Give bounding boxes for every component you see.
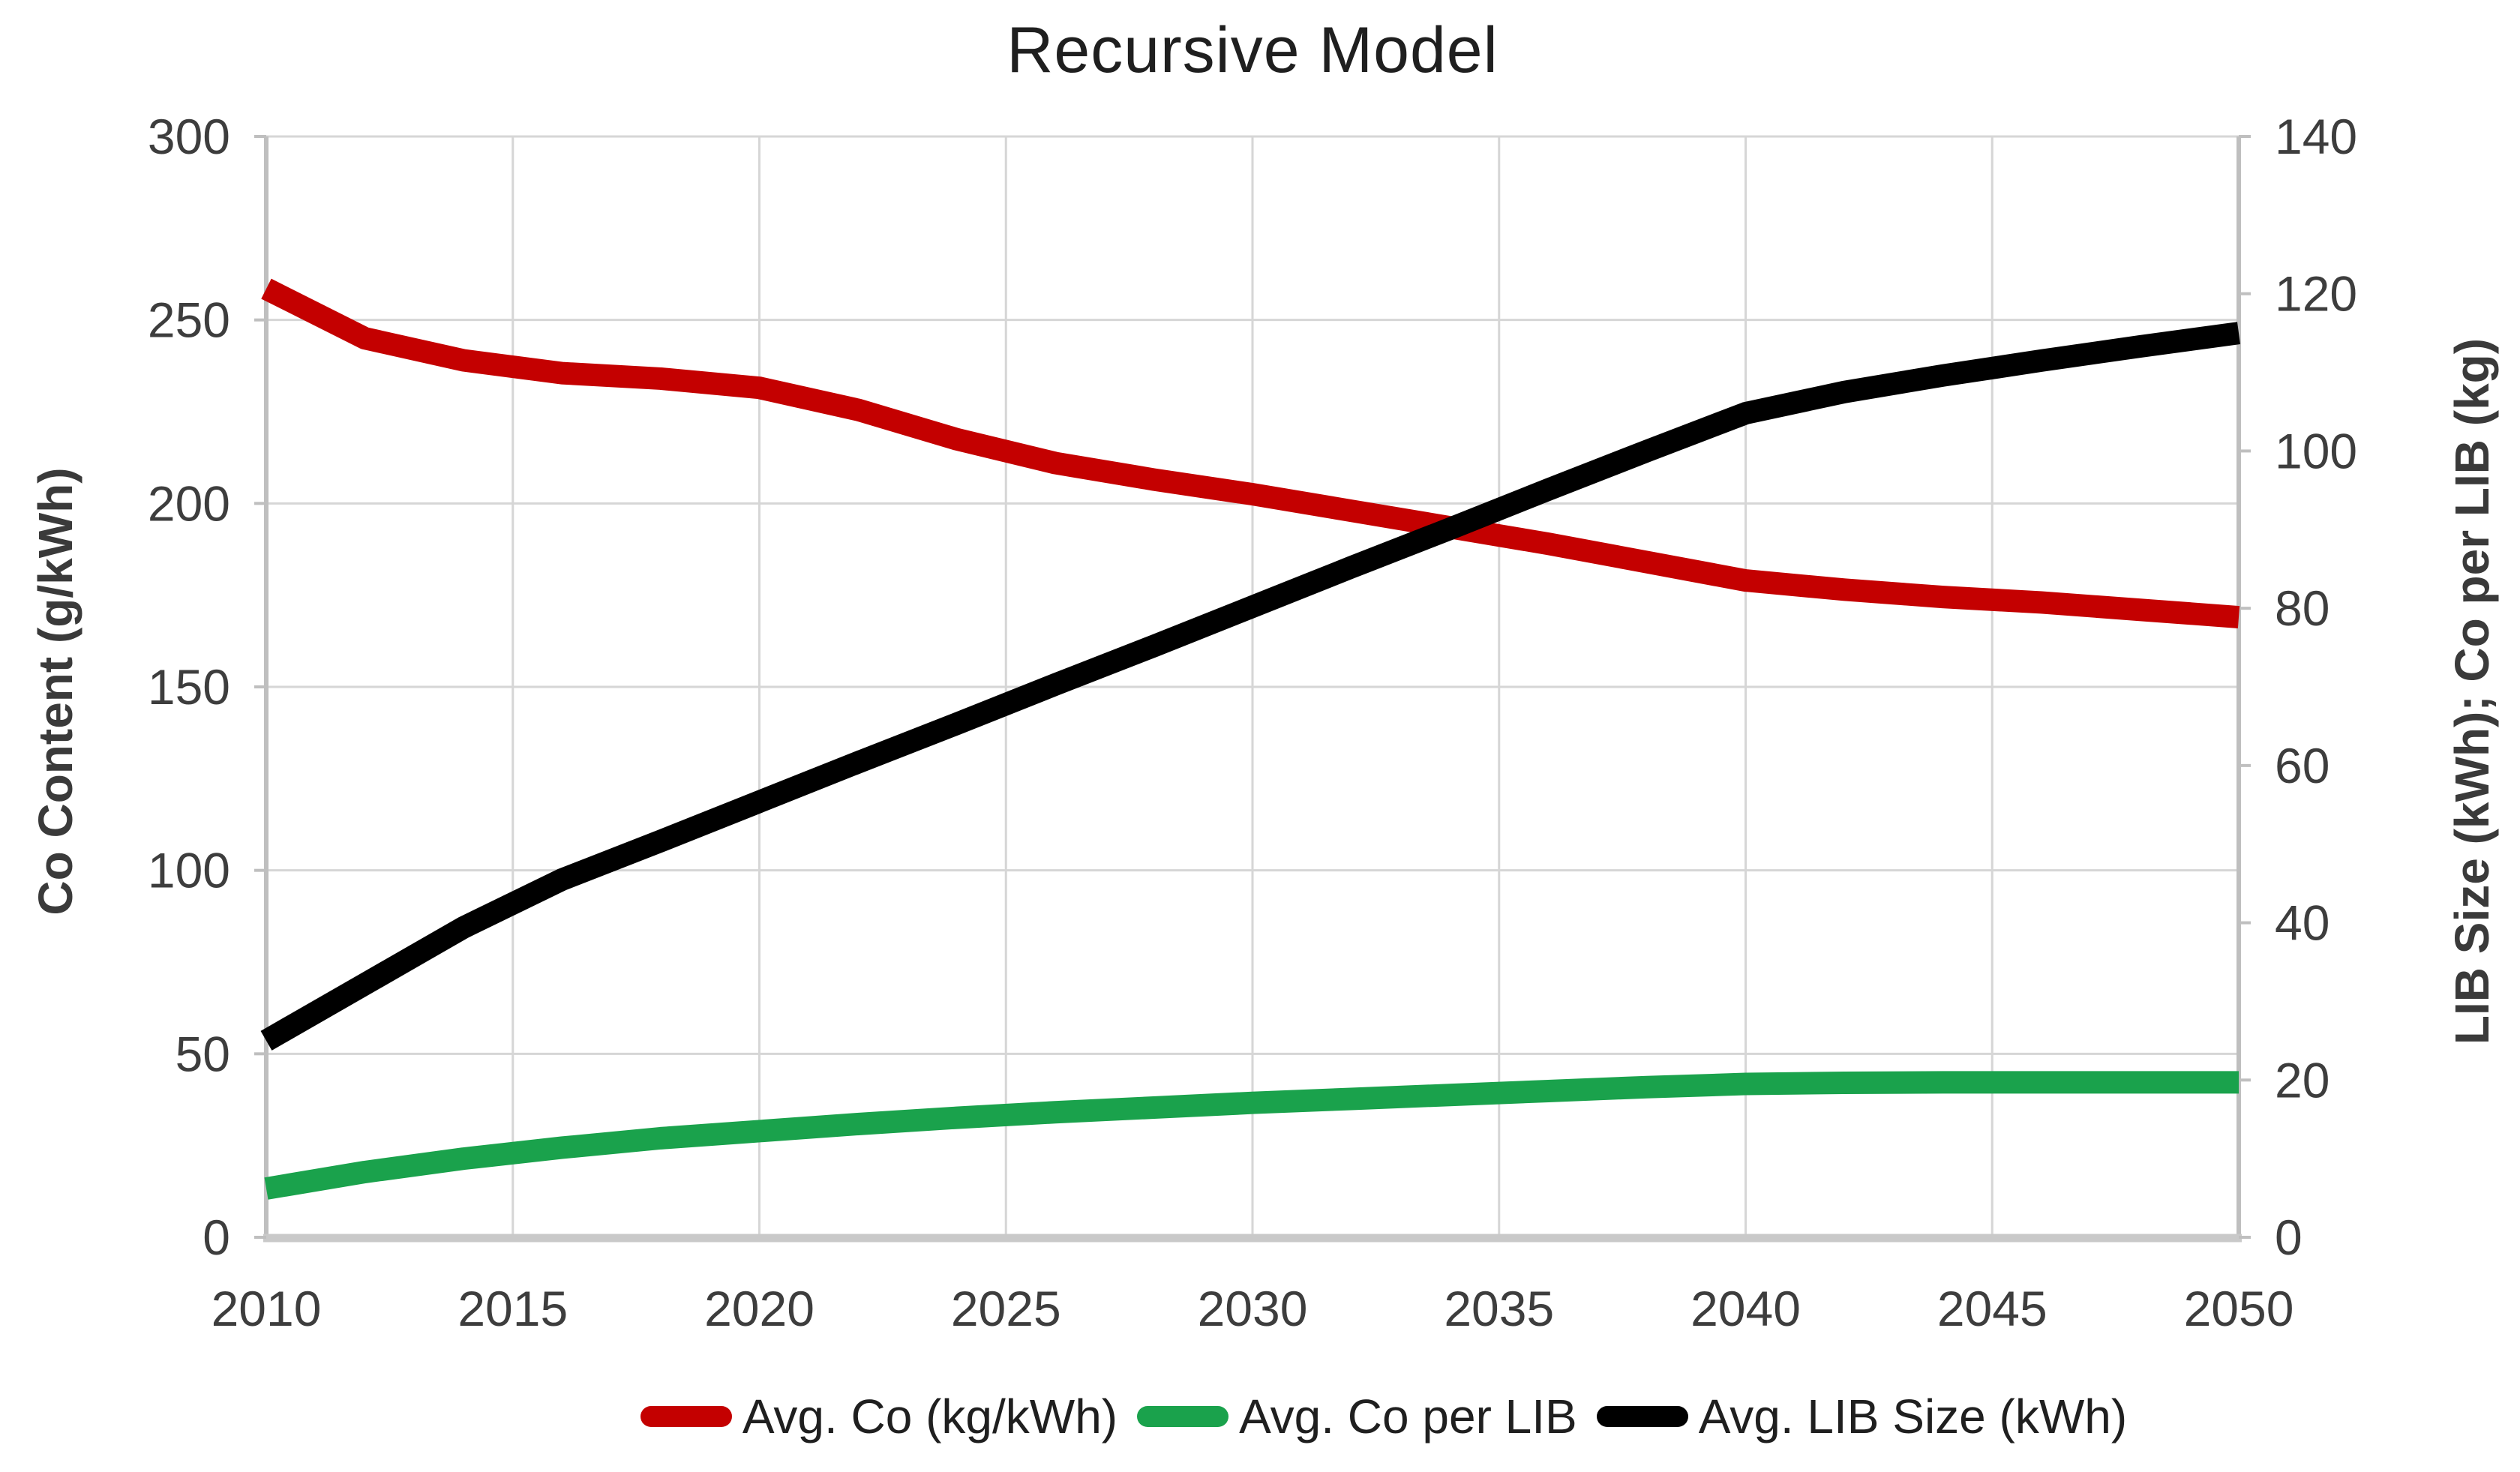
left-axis-tick-label: 150	[148, 659, 230, 715]
x-axis-tick-label: 2010	[212, 1281, 322, 1336]
axis-tick-labels: 3002502001501005001401201008060402002010…	[148, 109, 2357, 1336]
x-axis-tick-label: 2040	[1690, 1281, 1801, 1336]
left-axis-tick-label: 250	[148, 292, 230, 348]
right-axis-tick-label: 20	[2275, 1052, 2330, 1108]
left-axis-title: Co Content (g/kWh)	[28, 467, 82, 916]
axis-lines	[254, 135, 2251, 1243]
x-axis-tick-label: 2015	[458, 1281, 568, 1336]
x-axis-tick-label: 2035	[1444, 1281, 1554, 1336]
data-series-lines	[260, 278, 2241, 1200]
series-line-1	[264, 1071, 2239, 1200]
right-axis-tick-label: 40	[2275, 895, 2330, 951]
legend-label: Avg. Co (kg/kWh)	[742, 1390, 1118, 1444]
right-axis-tick-label: 60	[2275, 738, 2330, 793]
left-axis-tick-label: 300	[148, 109, 230, 164]
x-axis-tick-label: 2025	[951, 1281, 1061, 1336]
legend-swatch-black	[1596, 1406, 1688, 1427]
left-axis-tick-label: 200	[148, 475, 230, 531]
left-axis-tick-label: 0	[202, 1210, 230, 1265]
gridlines	[265, 135, 2240, 1239]
chart-title: Recursive Model	[1006, 14, 1498, 86]
legend-item-avg-co-per-lib: Avg. Co per LIB	[1137, 1389, 1577, 1444]
legend-label: Avg. Co per LIB	[1239, 1390, 1577, 1444]
series-line-0	[261, 278, 2240, 628]
legend-item-avg-lib-size: Avg. LIB Size (kWh)	[1596, 1389, 2128, 1444]
right-axis-tick-label: 80	[2275, 580, 2330, 636]
legend-label: Avg. LIB Size (kWh)	[1698, 1390, 2128, 1444]
x-axis-tick-label: 2045	[1937, 1281, 2048, 1336]
x-axis-tick-label: 2050	[2184, 1281, 2294, 1336]
x-axis-tick-label: 2030	[1198, 1281, 1308, 1336]
legend-swatch-red	[640, 1406, 732, 1427]
left-axis-tick-label: 50	[176, 1026, 230, 1081]
right-axis-tick-label: 0	[2275, 1210, 2302, 1265]
right-axis-tick-label: 140	[2275, 109, 2357, 164]
series-line-2	[260, 322, 2241, 1051]
right-axis-tick-label: 120	[2275, 266, 2357, 322]
left-axis-tick-label: 100	[148, 843, 230, 898]
legend-item-avg-co: Avg. Co (kg/kWh)	[640, 1389, 1118, 1444]
x-axis-tick-label: 2020	[704, 1281, 814, 1336]
chart-legend: Avg. Co (kg/kWh) Avg. Co per LIB Avg. LI…	[322, 1389, 2445, 1444]
right-axis-tick-label: 100	[2275, 423, 2357, 478]
right-axis-title: LIB Size (kWh); Co per LIB (kg)	[2445, 337, 2499, 1045]
legend-swatch-green	[1137, 1406, 1229, 1427]
